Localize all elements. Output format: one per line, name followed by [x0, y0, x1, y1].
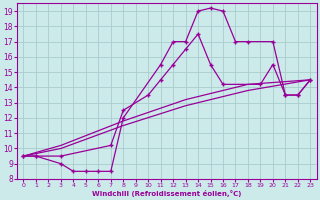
X-axis label: Windchill (Refroidissement éolien,°C): Windchill (Refroidissement éolien,°C)	[92, 190, 242, 197]
